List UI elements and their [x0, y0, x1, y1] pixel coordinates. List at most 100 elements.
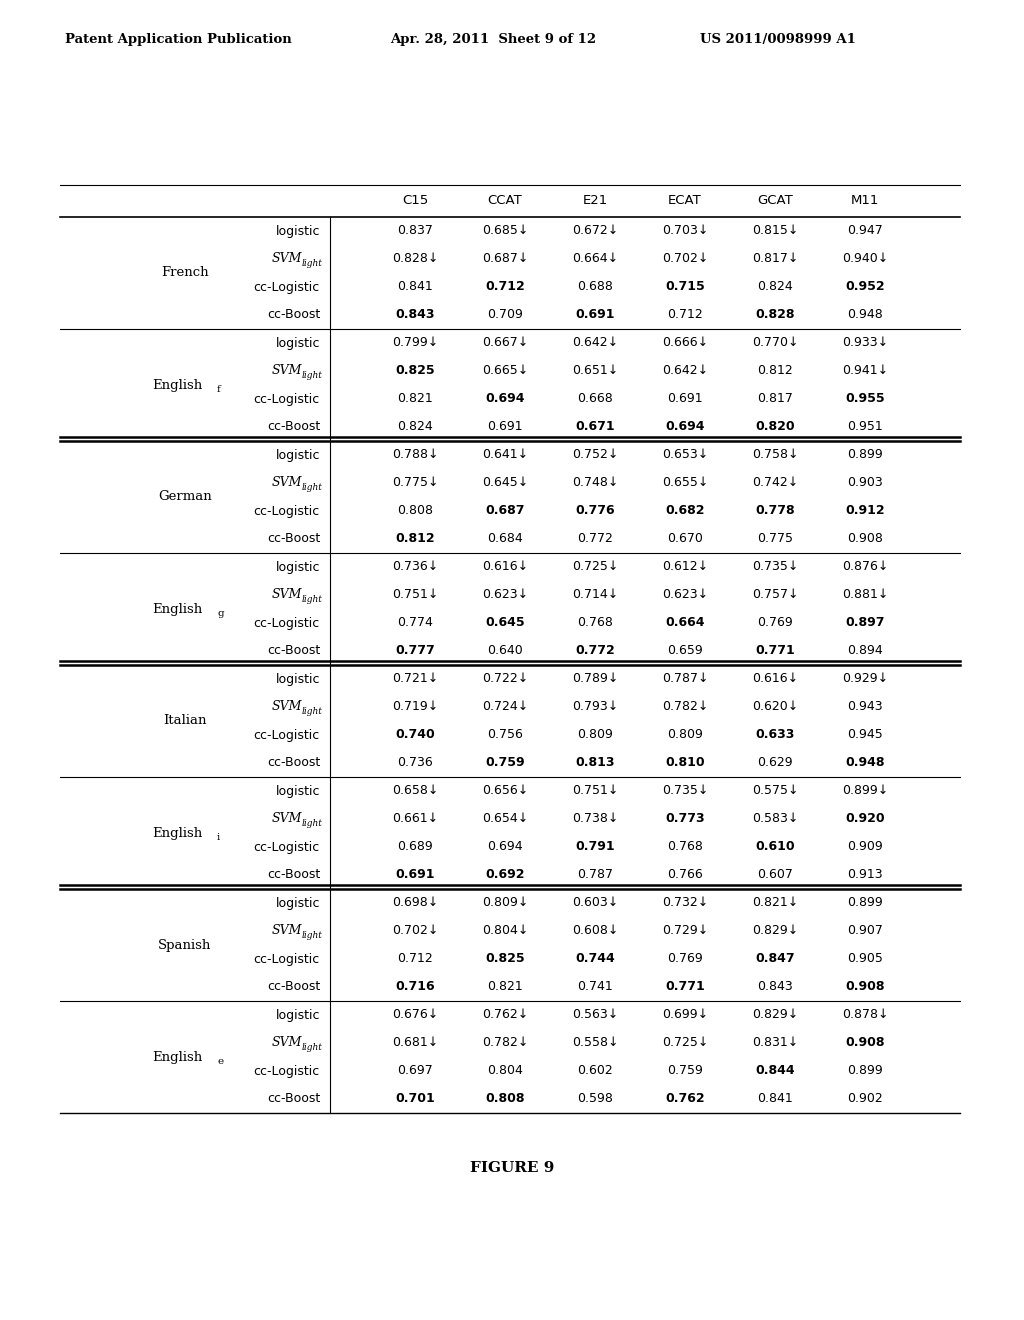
- Text: 0.738↓: 0.738↓: [571, 813, 618, 825]
- Text: 0.735↓: 0.735↓: [662, 784, 709, 797]
- Text: 0.751↓: 0.751↓: [392, 589, 438, 602]
- Text: 0.828↓: 0.828↓: [392, 252, 438, 265]
- Text: cc-Logistic: cc-Logistic: [254, 841, 319, 854]
- Text: 0.642↓: 0.642↓: [662, 364, 708, 378]
- Text: 0.716: 0.716: [395, 981, 435, 994]
- Text: light: light: [302, 708, 323, 717]
- Text: 0.902: 0.902: [847, 1093, 883, 1106]
- Text: 0.563↓: 0.563↓: [571, 1008, 618, 1022]
- Text: 0.772: 0.772: [575, 644, 614, 657]
- Text: 0.616↓: 0.616↓: [482, 561, 528, 573]
- Text: 0.602: 0.602: [578, 1064, 613, 1077]
- Text: 0.809: 0.809: [667, 729, 702, 742]
- Text: 0.775: 0.775: [757, 532, 793, 545]
- Text: 0.640: 0.640: [487, 644, 523, 657]
- Text: 0.831↓: 0.831↓: [752, 1036, 798, 1049]
- Text: i: i: [217, 833, 220, 842]
- Text: 0.645: 0.645: [485, 616, 525, 630]
- Text: 0.909: 0.909: [847, 841, 883, 854]
- Text: 0.670: 0.670: [667, 532, 702, 545]
- Text: 0.768: 0.768: [667, 841, 702, 854]
- Text: 0.955: 0.955: [845, 392, 885, 405]
- Text: 0.876↓: 0.876↓: [842, 561, 888, 573]
- Text: 0.583↓: 0.583↓: [752, 813, 798, 825]
- Text: 0.681↓: 0.681↓: [392, 1036, 438, 1049]
- Text: Patent Application Publication: Patent Application Publication: [65, 33, 292, 46]
- Text: SVM: SVM: [272, 1036, 302, 1049]
- Text: 0.694: 0.694: [487, 841, 523, 854]
- Text: 0.813: 0.813: [575, 756, 614, 770]
- Text: cc-Logistic: cc-Logistic: [254, 616, 319, 630]
- Text: 0.778: 0.778: [755, 504, 795, 517]
- Text: 0.787: 0.787: [577, 869, 613, 882]
- Text: 0.815↓: 0.815↓: [752, 224, 798, 238]
- Text: 0.735↓: 0.735↓: [752, 561, 798, 573]
- Text: 0.656↓: 0.656↓: [482, 784, 528, 797]
- Text: cc-Logistic: cc-Logistic: [254, 504, 319, 517]
- Text: 0.691: 0.691: [668, 392, 702, 405]
- Text: cc-Logistic: cc-Logistic: [254, 281, 319, 293]
- Text: 0.824: 0.824: [397, 421, 433, 433]
- Text: 0.732↓: 0.732↓: [662, 896, 709, 909]
- Text: 0.694: 0.694: [485, 392, 524, 405]
- Text: 0.769: 0.769: [667, 953, 702, 965]
- Text: SVM: SVM: [272, 701, 302, 714]
- Text: Apr. 28, 2011  Sheet 9 of 12: Apr. 28, 2011 Sheet 9 of 12: [390, 33, 596, 46]
- Text: 0.658↓: 0.658↓: [392, 784, 438, 797]
- Text: 0.655↓: 0.655↓: [662, 477, 709, 490]
- Text: English: English: [152, 602, 202, 615]
- Text: 0.712: 0.712: [485, 281, 525, 293]
- Text: 0.762↓: 0.762↓: [482, 1008, 528, 1022]
- Text: English: English: [152, 826, 202, 840]
- Text: SVM: SVM: [272, 813, 302, 825]
- Text: 0.782↓: 0.782↓: [482, 1036, 528, 1049]
- Text: CCAT: CCAT: [487, 194, 522, 207]
- Text: light: light: [302, 371, 323, 380]
- Text: 0.776: 0.776: [575, 504, 614, 517]
- Text: 0.843: 0.843: [395, 309, 435, 322]
- Text: 0.714↓: 0.714↓: [571, 589, 618, 602]
- Text: 0.666↓: 0.666↓: [662, 337, 708, 350]
- Text: 0.908: 0.908: [847, 532, 883, 545]
- Text: 0.881↓: 0.881↓: [842, 589, 888, 602]
- Text: 0.608↓: 0.608↓: [571, 924, 618, 937]
- Text: 0.665↓: 0.665↓: [482, 364, 528, 378]
- Text: 0.725↓: 0.725↓: [662, 1036, 709, 1049]
- Text: 0.821: 0.821: [397, 392, 433, 405]
- Text: 0.837: 0.837: [397, 224, 433, 238]
- Text: logistic: logistic: [275, 337, 319, 350]
- Text: 0.817: 0.817: [757, 392, 793, 405]
- Text: 0.691: 0.691: [395, 869, 435, 882]
- Text: 0.742↓: 0.742↓: [752, 477, 798, 490]
- Text: 0.759: 0.759: [485, 756, 525, 770]
- Text: cc-Boost: cc-Boost: [266, 981, 319, 994]
- Text: 0.697: 0.697: [397, 1064, 433, 1077]
- Text: GCAT: GCAT: [757, 194, 793, 207]
- Text: 0.787↓: 0.787↓: [662, 672, 709, 685]
- Text: 0.825: 0.825: [485, 953, 525, 965]
- Text: light: light: [302, 932, 323, 940]
- Text: 0.558↓: 0.558↓: [571, 1036, 618, 1049]
- Text: 0.897: 0.897: [845, 616, 885, 630]
- Text: 0.736: 0.736: [397, 756, 433, 770]
- Text: 0.633: 0.633: [756, 729, 795, 742]
- Text: ECAT: ECAT: [668, 194, 701, 207]
- Text: 0.741: 0.741: [578, 981, 613, 994]
- Text: 0.740: 0.740: [395, 729, 435, 742]
- Text: 0.682: 0.682: [666, 504, 705, 517]
- Text: 0.771: 0.771: [755, 644, 795, 657]
- Text: 0.685↓: 0.685↓: [482, 224, 528, 238]
- Text: 0.703↓: 0.703↓: [662, 224, 709, 238]
- Text: 0.808: 0.808: [397, 504, 433, 517]
- Text: 0.812: 0.812: [757, 364, 793, 378]
- Text: 0.824: 0.824: [757, 281, 793, 293]
- Text: 0.952: 0.952: [845, 281, 885, 293]
- Text: 0.847: 0.847: [755, 953, 795, 965]
- Text: SVM: SVM: [272, 924, 302, 937]
- Text: 0.620↓: 0.620↓: [752, 701, 798, 714]
- Text: 0.724↓: 0.724↓: [482, 701, 528, 714]
- Text: 0.841: 0.841: [757, 1093, 793, 1106]
- Text: 0.757↓: 0.757↓: [752, 589, 799, 602]
- Text: 0.775↓: 0.775↓: [392, 477, 438, 490]
- Text: 0.899: 0.899: [847, 1064, 883, 1077]
